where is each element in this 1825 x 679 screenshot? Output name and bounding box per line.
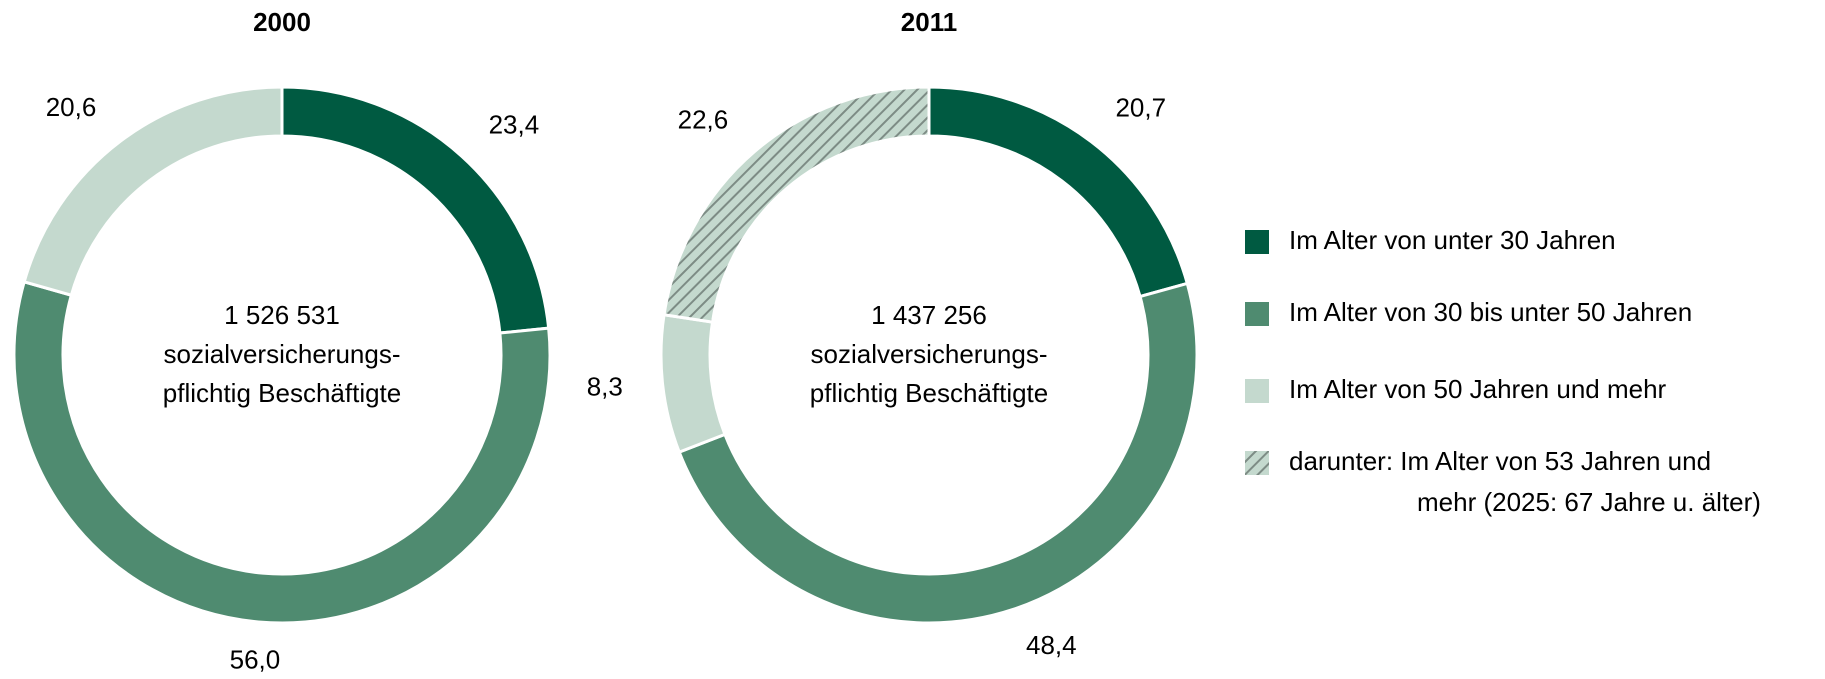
- center-label: sozialversicherungs-: [164, 339, 401, 369]
- legend-swatch: [1245, 230, 1269, 254]
- value-label: 20,6: [46, 92, 97, 122]
- center-label: pflichtig Beschäftigte: [163, 378, 401, 408]
- center-label: 1 437 256: [871, 300, 987, 330]
- legend-label: Im Alter von unter 30 Jahren: [1289, 225, 1616, 255]
- donut-segment: [22, 85, 284, 298]
- donut-segment: [677, 281, 1199, 625]
- legend-label: Im Alter von 50 Jahren und mehr: [1289, 374, 1667, 404]
- legend-swatch: [1245, 451, 1269, 475]
- legend-label: darunter: Im Alter von 53 Jahren und: [1289, 446, 1711, 476]
- center-label: sozialversicherungs-: [811, 339, 1048, 369]
- value-label: 20,7: [1115, 93, 1166, 123]
- value-label: 22,6: [678, 104, 729, 134]
- legend-label: Im Alter von 30 bis unter 50 Jahren: [1289, 297, 1692, 327]
- chart-title: 2000: [253, 7, 311, 37]
- legend-label: mehr (2025: 67 Jahre u. älter): [1417, 487, 1761, 517]
- chart-title: 2011: [901, 7, 957, 37]
- center-label: pflichtig Beschäftigte: [810, 378, 1048, 408]
- legend-swatch: [1245, 302, 1269, 326]
- donut-segment: [12, 279, 552, 625]
- legend-swatch: [1245, 379, 1269, 403]
- center-label: 1 526 531: [224, 300, 340, 330]
- donut-segment: [659, 313, 727, 455]
- value-label: 8,3: [587, 372, 623, 402]
- value-label: 23,4: [489, 109, 540, 139]
- value-label: 56,0: [230, 645, 281, 675]
- value-label: 48,4: [1026, 630, 1077, 660]
- donut-segment: [662, 85, 931, 324]
